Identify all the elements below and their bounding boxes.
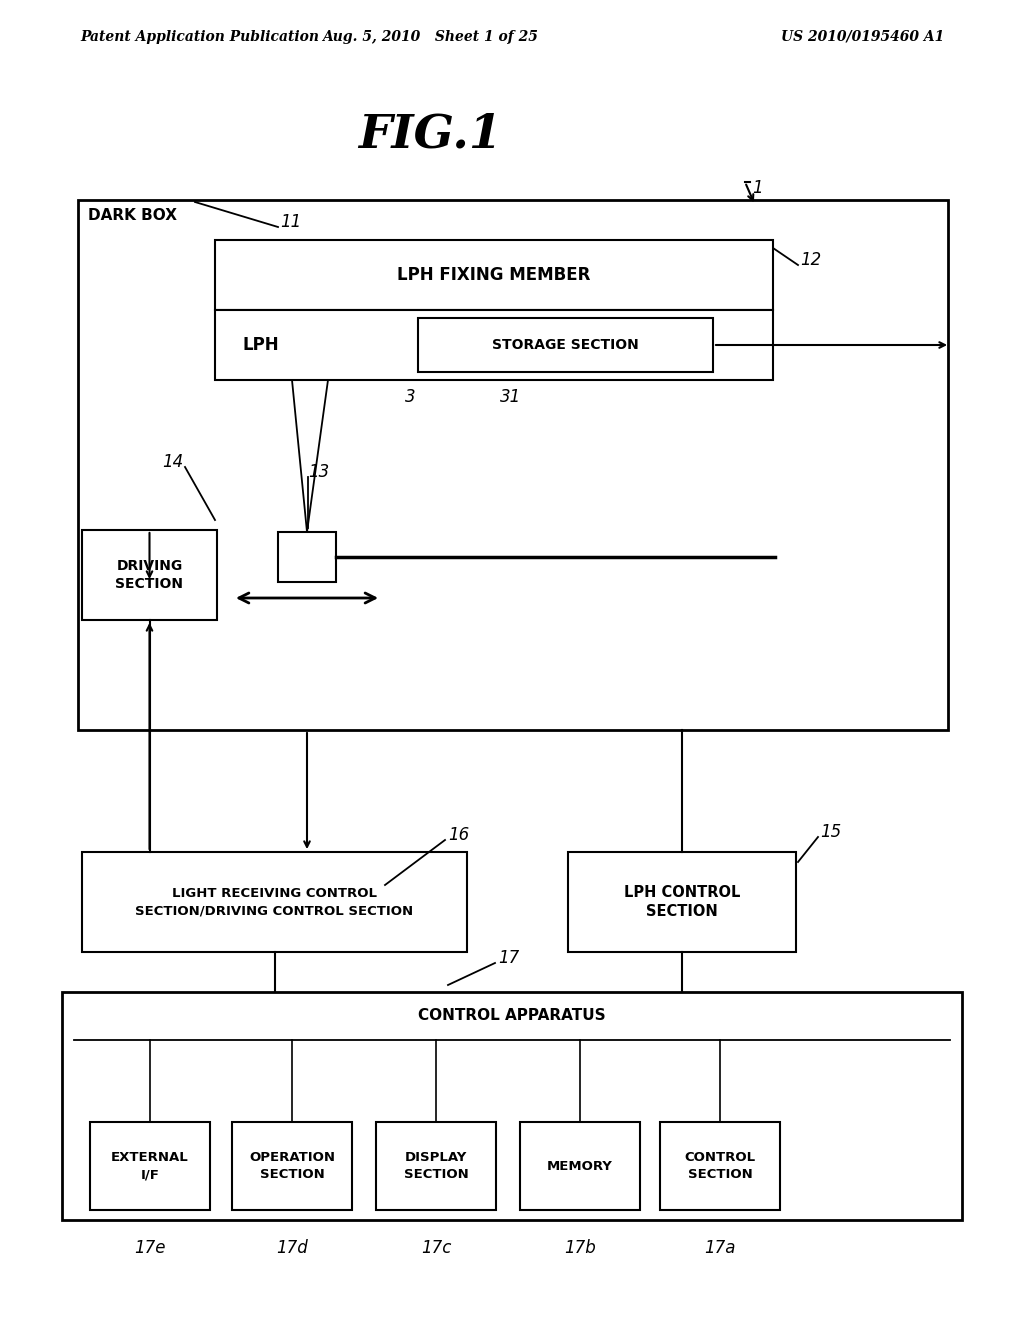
Bar <box>62 993 962 1220</box>
Text: 17d: 17d <box>276 1239 308 1257</box>
Bar <box>215 310 773 380</box>
Text: FIG.1: FIG.1 <box>358 112 502 158</box>
Text: LPH: LPH <box>243 337 280 354</box>
Text: CONTROL
SECTION: CONTROL SECTION <box>684 1151 756 1181</box>
Text: DISPLAY
SECTION: DISPLAY SECTION <box>403 1151 468 1181</box>
Text: LPH FIXING MEMBER: LPH FIXING MEMBER <box>397 267 591 284</box>
Text: 17: 17 <box>498 949 519 968</box>
Bar <box>520 1122 640 1210</box>
Bar <box>215 240 773 310</box>
Text: CONTROL APPARATUS: CONTROL APPARATUS <box>418 1008 606 1023</box>
Text: 17c: 17c <box>421 1239 452 1257</box>
Bar <box>278 532 336 582</box>
Text: 1: 1 <box>752 180 763 197</box>
Text: MEMORY: MEMORY <box>547 1159 613 1172</box>
Text: EXTERNAL
I/F: EXTERNAL I/F <box>112 1151 188 1181</box>
Text: 13: 13 <box>308 463 330 480</box>
Text: 3: 3 <box>406 388 416 407</box>
Text: 17e: 17e <box>134 1239 166 1257</box>
Text: 17a: 17a <box>705 1239 736 1257</box>
Text: 17b: 17b <box>564 1239 596 1257</box>
Bar <box>219 314 777 384</box>
Bar <box>568 851 796 952</box>
Text: STORAGE SECTION: STORAGE SECTION <box>493 338 639 352</box>
Bar <box>82 531 217 620</box>
Text: 12: 12 <box>800 251 821 269</box>
Text: 31: 31 <box>500 388 521 407</box>
Text: 11: 11 <box>280 213 301 231</box>
Bar <box>219 244 777 314</box>
Text: DARK BOX: DARK BOX <box>88 209 177 223</box>
Bar <box>660 1122 780 1210</box>
Bar <box>376 1122 496 1210</box>
Bar <box>232 1122 352 1210</box>
Bar <box>78 201 948 730</box>
Text: LPH CONTROL
SECTION: LPH CONTROL SECTION <box>624 884 740 920</box>
Text: 14: 14 <box>162 453 183 471</box>
Bar <box>90 1122 210 1210</box>
Text: OPERATION
SECTION: OPERATION SECTION <box>249 1151 335 1181</box>
Bar <box>418 318 713 372</box>
Text: Aug. 5, 2010   Sheet 1 of 25: Aug. 5, 2010 Sheet 1 of 25 <box>323 30 538 44</box>
Text: US 2010/0195460 A1: US 2010/0195460 A1 <box>780 30 944 44</box>
Text: 16: 16 <box>449 826 469 843</box>
Text: 15: 15 <box>820 822 842 841</box>
Text: Patent Application Publication: Patent Application Publication <box>80 30 319 44</box>
Bar <box>82 851 467 952</box>
Text: LIGHT RECEIVING CONTROL
SECTION/DRIVING CONTROL SECTION: LIGHT RECEIVING CONTROL SECTION/DRIVING … <box>135 887 414 917</box>
Text: DRIVING
SECTION: DRIVING SECTION <box>116 558 183 591</box>
